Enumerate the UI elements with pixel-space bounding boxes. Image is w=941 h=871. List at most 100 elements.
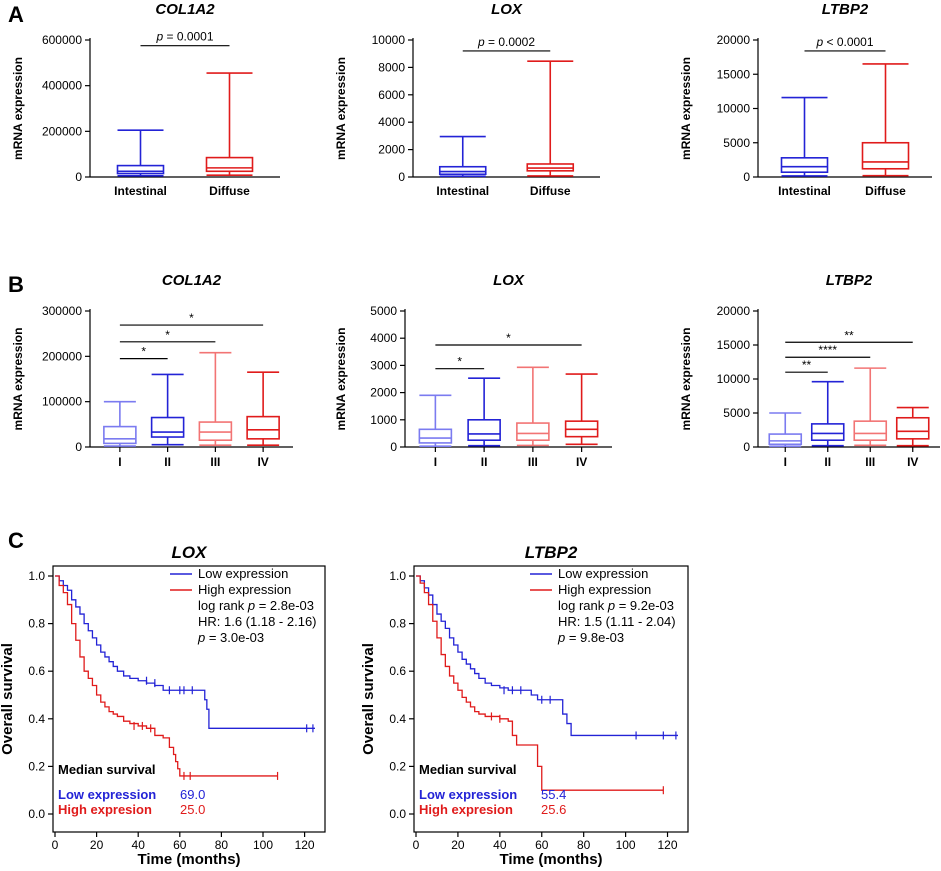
y-tick-label: 300000: [42, 304, 82, 318]
chart-title: LTBP2: [826, 272, 873, 289]
y-axis-label: mRNA expression: [679, 57, 693, 160]
y-tick-label: 1000: [370, 413, 397, 427]
stat-line: HR: 1.5 (1.11 - 2.04): [558, 614, 676, 629]
x-category-label: III: [865, 455, 875, 469]
y-axis-label: Overall survival: [360, 643, 377, 755]
y-tick-label: 0.6: [28, 664, 45, 678]
y-tick-label: 0.2: [28, 759, 45, 773]
x-category-label: Diffuse: [530, 184, 571, 198]
y-tick-label: 0: [390, 440, 397, 454]
y-tick-label: 100000: [42, 395, 82, 409]
chart-title: LOX: [172, 543, 209, 562]
x-tick-label: 100: [616, 838, 636, 852]
median-label: High expresion: [58, 802, 152, 817]
x-category-label: I: [784, 455, 787, 469]
panel-letter-b: B: [8, 272, 24, 297]
x-category-label: II: [481, 455, 488, 469]
x-category-label: Intestinal: [778, 184, 831, 198]
plot-frame: [52, 565, 326, 833]
panel-letter-a: A: [8, 2, 24, 27]
stat-line: p = 3.0e-03: [197, 630, 264, 645]
y-tick-label: 600000: [42, 33, 82, 47]
legend-label: Low expression: [198, 566, 288, 581]
legend-label: Low expression: [558, 566, 648, 581]
y-tick-label: 10000: [717, 102, 751, 116]
median-label: Low expression: [58, 787, 156, 802]
stat-line: log rank p = 2.8e-03: [198, 598, 314, 613]
x-tick-label: 0: [52, 838, 59, 852]
box-chart-0: COL1A2 mRNA expression 0 200000 400000 600000…: [11, 1, 280, 198]
y-axis-label: mRNA expression: [679, 328, 693, 431]
box-iqr: [418, 428, 453, 444]
y-tick-label: 0.8: [389, 617, 406, 631]
y-tick-label: 15000: [717, 338, 751, 352]
y-tick-label: 10000: [372, 33, 406, 47]
y-axis-label: mRNA expression: [334, 57, 348, 160]
x-tick-label: 100: [253, 838, 273, 852]
survival-curve-high: [416, 575, 664, 791]
median-value: 69.0: [180, 787, 205, 802]
stat-line: p = 9.8e-03: [557, 630, 624, 645]
chart-title: COL1A2: [162, 272, 222, 289]
box-iqr: [246, 415, 280, 440]
chart-title: LOX: [493, 272, 525, 289]
box-iqr: [516, 422, 550, 441]
y-tick-label: 0.6: [389, 664, 406, 678]
box-chart-1: LOX mRNA expression 0 2000 4000 6000 8000 10000…: [334, 1, 600, 198]
box-iqr: [768, 433, 803, 446]
y-tick-label: 0.8: [28, 617, 45, 631]
chart-title: LTBP2: [822, 1, 869, 18]
y-tick-label: 0: [75, 170, 82, 184]
significance-label: p = 0.0002: [477, 35, 535, 49]
x-tick-label: 80: [215, 838, 229, 852]
x-category-label: Diffuse: [209, 184, 250, 198]
y-tick-label: 15000: [717, 67, 751, 81]
chart-title: LOX: [491, 1, 523, 18]
y-tick-label: 400000: [42, 79, 82, 93]
x-category-label: Diffuse: [865, 184, 906, 198]
x-category-label: IV: [257, 455, 268, 469]
survival-curve-low: [416, 575, 678, 737]
box-iqr: [861, 141, 910, 170]
y-tick-label: 0: [743, 170, 750, 184]
median-label: High expresion: [419, 802, 513, 817]
y-tick-label: 4000: [378, 115, 405, 129]
significance-label: **: [844, 328, 854, 342]
panel-letter-c: C: [8, 528, 24, 553]
x-category-label: Intestinal: [114, 184, 167, 198]
x-category-label: II: [164, 455, 171, 469]
x-category-label: IV: [907, 455, 918, 469]
significance-label: p = 0.0001: [155, 30, 213, 44]
box-iqr: [438, 165, 487, 176]
x-tick-label: 80: [577, 838, 591, 852]
box-iqr: [467, 418, 501, 441]
x-tick-label: 20: [451, 838, 465, 852]
x-tick-label: 60: [173, 838, 187, 852]
y-tick-label: 1.0: [28, 569, 45, 583]
box-iqr: [205, 156, 254, 173]
x-tick-label: 0: [413, 838, 420, 852]
x-tick-label: 40: [132, 838, 146, 852]
box-iqr: [198, 421, 233, 442]
x-axis-label: Time (months): [499, 851, 602, 868]
y-tick-label: 2000: [370, 386, 397, 400]
y-axis-label: mRNA expression: [11, 57, 25, 160]
y-tick-label: 4000: [370, 331, 397, 345]
y-tick-label: 6000: [378, 88, 405, 102]
median-value: 25.0: [180, 802, 205, 817]
y-tick-label: 0: [398, 170, 405, 184]
x-tick-label: 40: [493, 838, 507, 852]
x-category-label: IV: [576, 455, 587, 469]
y-tick-label: 20000: [717, 304, 751, 318]
box-chart-4: LOX mRNA expression 0 1000 2000 3000 4000 5000 I…: [334, 272, 612, 469]
significance-label: *: [189, 311, 194, 325]
median-survival-title: Median survival: [58, 762, 156, 777]
y-tick-label: 8000: [378, 60, 405, 74]
plot-frame: [413, 565, 689, 833]
survival-curve-low: [55, 575, 315, 729]
x-category-label: I: [118, 455, 121, 469]
y-tick-label: 0.4: [389, 712, 406, 726]
x-tick-label: 120: [658, 838, 678, 852]
y-tick-label: 2000: [378, 143, 405, 157]
